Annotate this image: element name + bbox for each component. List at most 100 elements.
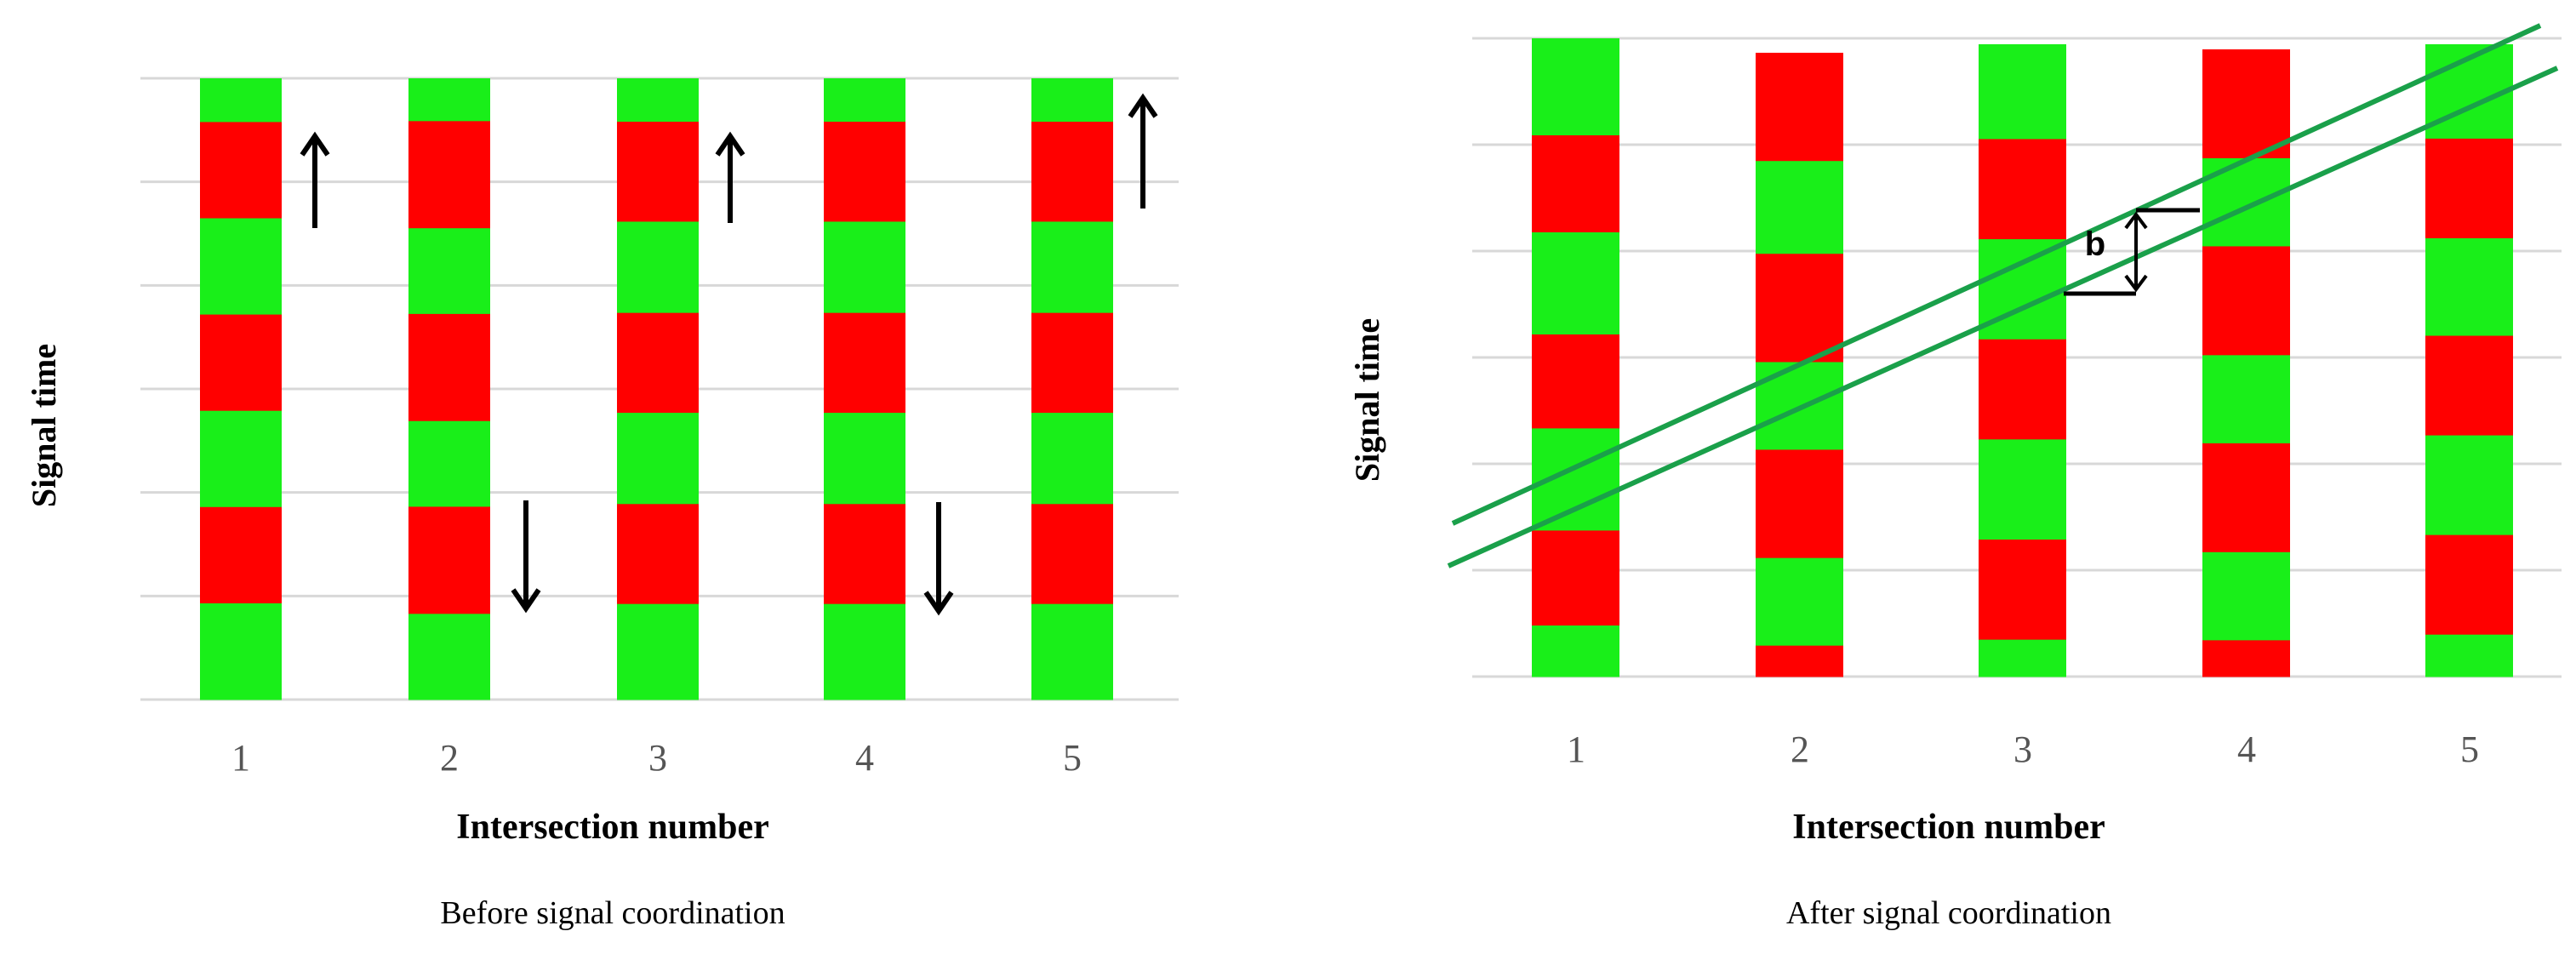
green-phase — [1979, 439, 2066, 540]
intersection-label: 2 — [1791, 728, 1809, 770]
band-lower-line — [1447, 66, 2559, 568]
green-phase — [200, 218, 282, 316]
green-phase — [617, 413, 699, 505]
panel-caption: Before signal coordination — [440, 895, 785, 931]
x-axis-label: Intersection number — [456, 808, 768, 847]
green-phase — [824, 413, 905, 505]
signal-bar-5 — [1031, 78, 1113, 700]
green-phase — [617, 221, 699, 314]
green-phase — [1532, 232, 1619, 335]
intersection-label: 1 — [1567, 728, 1585, 770]
arrow-up-icon — [1128, 93, 1158, 209]
green-phase — [2202, 355, 2290, 444]
red-phase — [200, 122, 282, 220]
intersection-tick-labels: 1 2 3 4 5 — [231, 737, 1082, 779]
red-phase — [1532, 334, 1619, 429]
red-phase — [1756, 53, 1843, 162]
intersection-label: 2 — [440, 737, 459, 779]
signal-bar-1 — [200, 78, 282, 700]
red-phase — [2202, 49, 2290, 159]
signal-bar-2 — [1756, 53, 1843, 677]
band-upper-line — [1451, 23, 2542, 526]
signal-bar-5 — [2425, 44, 2513, 677]
green-phase — [2425, 435, 2513, 536]
green-phase — [2425, 634, 2513, 677]
panel-caption: After signal coordination — [1786, 895, 2111, 931]
green-phase — [824, 221, 905, 314]
green-phase — [824, 603, 905, 700]
green-phase — [617, 603, 699, 700]
green-phase — [1756, 161, 1843, 254]
direction-arrows — [300, 93, 1158, 616]
intersection-label: 5 — [1063, 737, 1082, 779]
bandwidth-marker: b — [2064, 208, 2200, 296]
green-phase — [1532, 626, 1619, 677]
intersection-label: 3 — [648, 737, 667, 779]
green-wave-band: b — [1447, 23, 2559, 568]
green-phase — [200, 78, 282, 123]
red-phase — [1532, 135, 1619, 233]
red-phase — [2202, 640, 2290, 677]
arrow-up-icon — [715, 131, 745, 223]
red-phase — [617, 122, 699, 222]
bandwidth-label: b — [2085, 226, 2105, 263]
red-phase — [408, 506, 490, 614]
green-phase — [408, 228, 490, 315]
red-phase — [1979, 339, 2066, 440]
red-phase — [824, 312, 905, 414]
green-phase — [408, 78, 490, 122]
green-phase — [1979, 44, 2066, 140]
green-phase — [1031, 221, 1113, 314]
red-phase — [1756, 254, 1843, 363]
signal-bar-3 — [1979, 44, 2066, 677]
intersection-label: 3 — [2013, 728, 2032, 770]
green-phase — [408, 420, 490, 507]
red-phase — [2202, 443, 2290, 553]
signal-bar-4 — [824, 78, 905, 700]
intersection-label: 1 — [231, 737, 250, 779]
intersection-label: 4 — [2237, 728, 2256, 770]
signal-bars — [200, 78, 1113, 700]
signal-bar-3 — [617, 78, 699, 700]
red-phase — [617, 312, 699, 414]
green-phase — [1031, 413, 1113, 505]
red-phase — [824, 504, 905, 605]
arrow-down-icon — [511, 500, 541, 614]
y-axis-label: Signal time — [1348, 318, 1386, 482]
y-axis-label: Signal time — [25, 344, 63, 507]
green-phase — [1756, 557, 1843, 647]
red-phase — [824, 122, 905, 222]
green-phase — [1979, 639, 2066, 677]
green-phase — [1031, 78, 1113, 123]
green-phase — [1532, 38, 1619, 136]
red-phase — [2425, 534, 2513, 636]
red-phase — [1756, 449, 1843, 559]
red-phase — [2202, 246, 2290, 356]
arrow-up-icon — [300, 131, 330, 228]
green-phase — [200, 410, 282, 508]
green-phase — [408, 614, 490, 700]
green-phase — [200, 603, 282, 700]
red-phase — [2425, 138, 2513, 239]
red-phase — [1979, 540, 2066, 641]
red-phase — [1532, 530, 1619, 626]
red-phase — [1031, 504, 1113, 605]
green-phase — [2202, 551, 2290, 641]
green-phase — [2425, 237, 2513, 337]
red-phase — [617, 504, 699, 605]
green-phase — [1031, 603, 1113, 700]
arrow-down-icon — [923, 502, 954, 616]
signal-bar-1 — [1532, 38, 1619, 677]
red-phase — [200, 314, 282, 412]
red-phase — [408, 313, 490, 422]
signal-bar-2 — [408, 78, 490, 700]
red-phase — [408, 121, 490, 229]
intersection-tick-labels: 1 2 3 4 5 — [1567, 728, 2479, 770]
red-phase — [1756, 645, 1843, 677]
green-phase — [824, 78, 905, 123]
red-phase — [200, 506, 282, 604]
x-axis-label: Intersection number — [1792, 808, 2105, 847]
red-phase — [2425, 335, 2513, 437]
green-phase — [617, 78, 699, 123]
